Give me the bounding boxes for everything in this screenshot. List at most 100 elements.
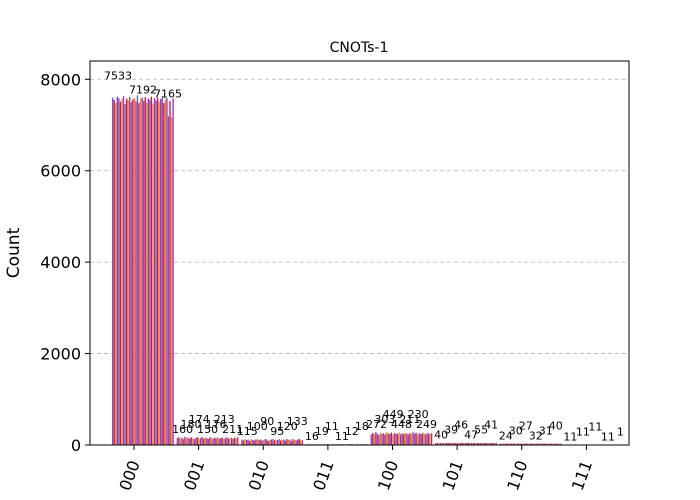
bar [275,439,277,445]
bar [557,443,559,445]
bar [389,434,391,445]
bar [430,433,433,445]
bar [179,438,182,445]
y-tick-label: 0 [71,436,81,455]
bar [509,443,511,445]
bar [527,443,529,445]
bar [192,438,194,445]
bar [178,437,180,445]
bar [447,443,449,445]
bar [470,442,473,445]
bar [161,96,163,445]
bar [413,433,416,445]
bar-value-label: 31 [539,424,553,437]
bar [480,442,482,445]
bar-value-label: 120 [277,420,298,433]
bar-value-label: 174 [189,413,210,426]
bar [170,117,173,445]
bar [523,443,525,445]
bar [466,442,468,445]
bar [513,443,516,445]
bar [494,442,496,445]
bar [420,434,422,445]
bar [284,440,286,445]
bar [176,438,178,445]
bar [276,439,279,445]
bar [518,443,520,445]
bar [206,438,208,445]
bar [436,443,439,445]
chart-title: CNOTs-1 [330,40,389,56]
bar-value-label: 46 [454,419,468,432]
bar [458,443,460,445]
bar [184,436,186,445]
bar [201,436,203,445]
bar [410,434,413,445]
bar [233,437,236,445]
bar [519,443,522,445]
bar [543,443,545,445]
bar-value-label: 7192 [129,83,157,96]
bar-value-label: 11 [576,425,590,438]
bar [412,432,414,445]
bar-value-label: 40 [549,419,563,432]
bar [115,103,117,446]
bar [415,432,417,445]
bar [560,443,562,445]
bar [524,443,526,445]
bar-value-label: 230 [408,408,429,421]
bar [235,438,237,445]
bar [558,443,560,445]
bar [495,442,497,445]
bar [441,442,443,445]
bar-value-label: 47 [464,429,478,442]
bar [510,443,512,445]
x-tick-label: 101 [439,458,467,493]
bar [401,433,403,445]
bar [135,101,137,445]
bar-value-label: 213 [214,413,235,426]
bar [549,443,551,445]
bar [286,439,288,445]
bar [450,443,452,445]
bar [461,442,463,445]
bar-value-label: 303 [374,413,395,426]
bar [146,102,148,445]
bar-value-label: 11 [325,420,339,433]
bar [530,443,533,445]
bar [237,437,239,445]
bar [390,432,392,445]
bar [435,442,437,445]
bar [125,98,128,445]
bar [403,434,405,445]
bar [207,439,209,445]
bar [210,438,213,445]
x-tick-label: 110 [503,458,531,493]
bar [449,442,451,445]
bar [467,442,470,445]
bar [242,440,245,445]
bar [281,439,283,445]
y-axis-label: Count [4,227,24,278]
bar-value-label: 11 [335,430,349,443]
bar [132,99,134,446]
bar [442,443,445,445]
bar-value-label: 19 [315,425,329,438]
bar [554,443,556,445]
bar [182,439,185,445]
bar [143,100,145,446]
y-axis: 0 2000 4000 6000 8000 [40,70,90,455]
bar [116,96,118,446]
bar [166,98,168,446]
bar [280,440,282,445]
bar [266,439,268,445]
bar [504,443,506,445]
bar [386,432,388,445]
bar [297,439,299,445]
bar [502,443,505,445]
bar [427,433,430,445]
bar [526,443,528,445]
bar [181,437,183,445]
bar [396,434,399,445]
bar-value-label: 211 [399,413,420,426]
